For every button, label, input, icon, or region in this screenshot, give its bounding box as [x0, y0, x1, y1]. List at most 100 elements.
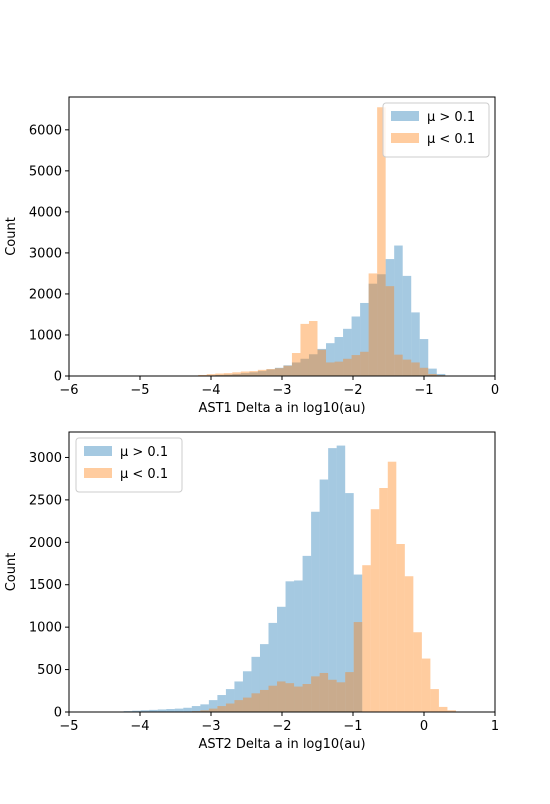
bar-s2-26: [413, 632, 422, 712]
bar-s2-19: [354, 622, 363, 712]
bar-s1-7: [175, 709, 184, 712]
bar-s2-20: [360, 352, 369, 376]
bar-s2-3: [217, 706, 226, 712]
y-tick-label: 0: [54, 370, 62, 385]
y-tick-label: 2000: [29, 287, 62, 302]
bar-s2-13: [303, 684, 312, 712]
bar-s2-12: [294, 687, 303, 712]
bar-s1-25: [328, 448, 337, 712]
bar-s2-15: [320, 673, 329, 712]
bar-s2-8: [258, 370, 267, 376]
y-tick-label: 500: [37, 663, 62, 678]
bar-s1-26: [337, 446, 346, 712]
bar-s2-6: [241, 371, 250, 376]
bar-s2-26: [411, 362, 420, 376]
bar-s2-2: [209, 709, 218, 712]
x-tick-label: 0: [420, 719, 428, 734]
chart-panel-1: −6 −5 −4 −3 −2 −1 0 0 1000 2000 3000 4000 5000 6000 AS…: [4, 97, 499, 416]
bar-s2-23: [386, 286, 395, 376]
y-tick-label: 5000: [29, 164, 62, 179]
bar-s2-5: [234, 700, 243, 712]
bar-s2-14: [311, 676, 320, 712]
legend-swatch-2: [391, 133, 419, 143]
legend: μ > 0.1 μ < 0.1: [76, 438, 182, 492]
x-tick-label: −3: [272, 383, 291, 398]
bar-s2-9: [266, 369, 275, 376]
bar-s2-21: [371, 509, 380, 712]
x-tick-label: −5: [59, 719, 78, 734]
y-tick-label: 1500: [29, 578, 62, 593]
bar-s2-18: [343, 359, 352, 376]
bar-s2-25: [403, 360, 412, 376]
legend-swatch-1: [84, 446, 112, 456]
x-tick-label: −1: [414, 383, 433, 398]
x-tick-label: −4: [201, 383, 220, 398]
x-tick-label: −2: [272, 719, 291, 734]
legend: μ > 0.1 μ < 0.1: [383, 103, 489, 157]
bar-s2-13: [300, 324, 309, 376]
bar-s2-24: [394, 355, 403, 376]
x-axis-label: AST1 Delta a in log10(au): [198, 401, 365, 416]
bar-s2-16: [326, 362, 335, 376]
bar-s2-18: [345, 672, 354, 712]
legend-label-2: μ < 0.1: [120, 467, 168, 482]
x-tick-label: 1: [491, 719, 499, 734]
bar-s2-8: [260, 690, 269, 712]
bar-s2-11: [283, 366, 292, 376]
bar-s2-10: [275, 368, 284, 376]
bar-s2-15: [318, 350, 327, 376]
bar-s2-11: [286, 683, 295, 712]
bar-s2-22: [379, 488, 388, 712]
bar-s2-27: [420, 368, 429, 376]
y-tick-label: 0: [54, 706, 62, 721]
bar-s2-6: [243, 698, 252, 712]
x-tick-label: 0: [491, 383, 499, 398]
bar-s2-27: [422, 659, 431, 712]
bar-s2-20: [362, 565, 371, 712]
bar-s2-14: [309, 321, 318, 376]
y-tick-label: 4000: [29, 205, 62, 220]
x-tick-label: −6: [59, 383, 78, 398]
legend-label-2: μ < 0.1: [427, 132, 475, 147]
bar-s2-4: [226, 704, 235, 712]
bar-s2-17: [335, 362, 344, 376]
bar-s2-5: [232, 372, 241, 376]
y-axis-label: Count: [4, 553, 19, 592]
chart-panel-2: −5 −4 −3 −2 −1 0 1 0 500 1000 1500 2000 2500 3000 AST2…: [4, 432, 499, 752]
x-tick-label: −4: [130, 719, 149, 734]
bar-s2-7: [249, 371, 258, 376]
y-tick-label: 3000: [29, 246, 62, 261]
bar-s2-16: [328, 680, 337, 712]
y-tick-label: 2500: [29, 493, 62, 508]
x-tick-label: −1: [343, 719, 362, 734]
bar-s2-28: [430, 689, 439, 712]
bar-s2-21: [369, 273, 378, 376]
bar-s2-25: [405, 576, 414, 712]
bar-s2-24: [396, 544, 405, 712]
x-tick-label: −5: [130, 383, 149, 398]
y-tick-label: 6000: [29, 123, 62, 138]
bar-s2-23: [388, 462, 397, 712]
legend-label-1: μ > 0.1: [427, 110, 475, 125]
bar-s2-17: [337, 682, 346, 712]
bar-s2-10: [277, 681, 286, 712]
bar-s2-12: [292, 353, 301, 376]
y-axis-label: Count: [4, 217, 19, 256]
legend-swatch-1: [391, 111, 419, 121]
bar-s2-19: [352, 355, 361, 376]
x-tick-label: −3: [201, 719, 220, 734]
y-tick-label: 3000: [29, 451, 62, 466]
bar-s2-9: [269, 686, 278, 712]
legend-label-1: μ > 0.1: [120, 445, 168, 460]
x-axis-label: AST2 Delta a in log10(au): [198, 737, 365, 752]
legend-swatch-2: [84, 468, 112, 478]
bar-s1-8: [183, 708, 192, 712]
y-tick-label: 1000: [29, 621, 62, 636]
bar-s2-29: [439, 707, 448, 712]
bar-s2-7: [251, 693, 260, 712]
bar-s1-9: [192, 706, 201, 712]
y-tick-label: 2000: [29, 536, 62, 551]
y-tick-label: 1000: [29, 328, 62, 343]
x-tick-label: −2: [343, 383, 362, 398]
